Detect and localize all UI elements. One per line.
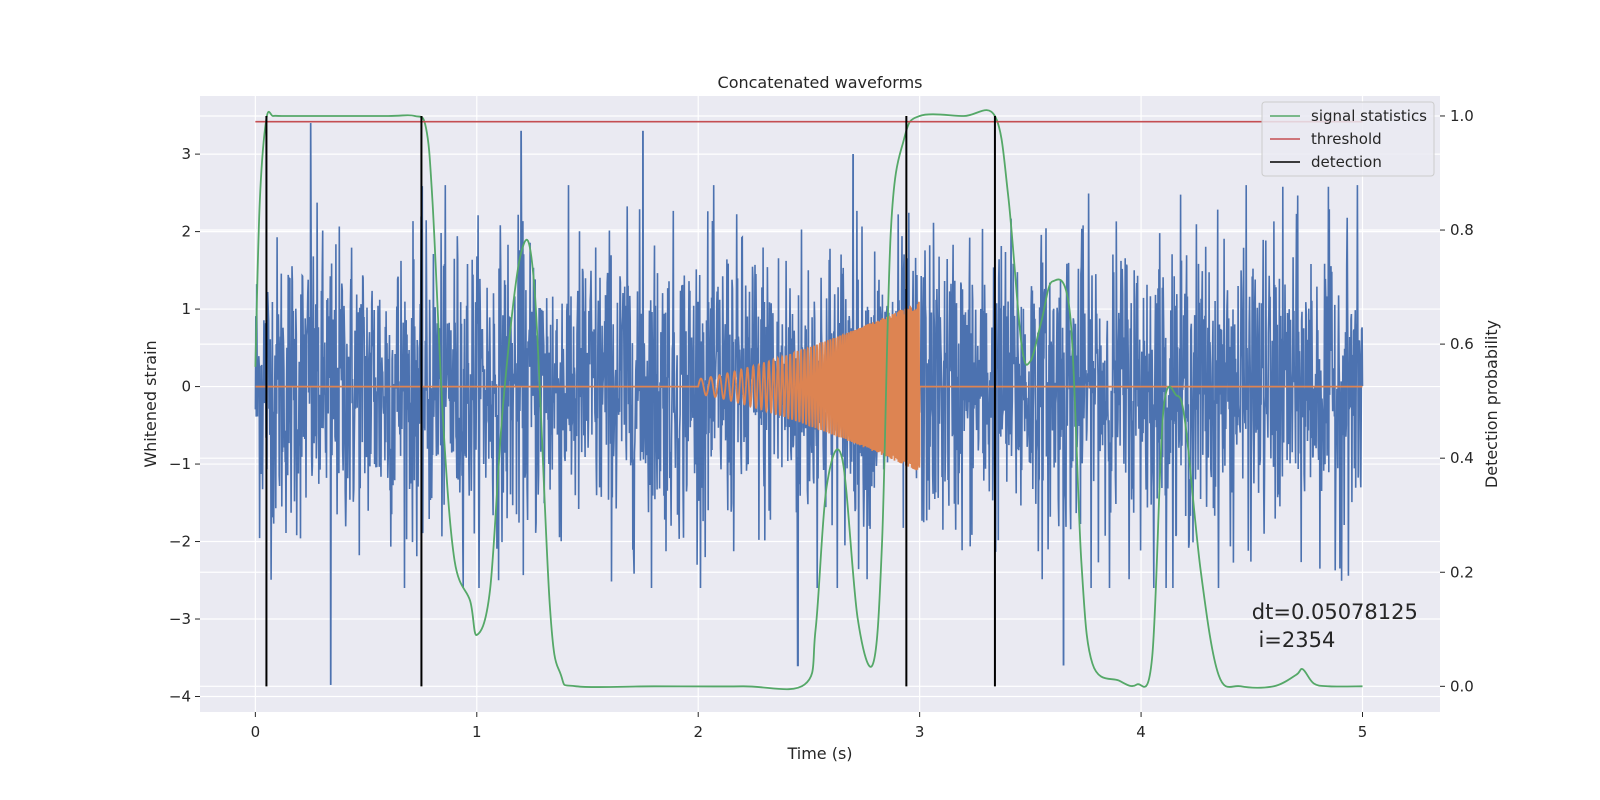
y-axis-label: Whitened strain [141, 340, 160, 467]
y-tick-label: −3 [169, 610, 191, 628]
annotation-i: i=2354 [1252, 628, 1336, 652]
y2-tick-label: 1.0 [1450, 107, 1474, 125]
x-tick-label: 3 [915, 723, 925, 741]
y-tick-label: −2 [169, 533, 191, 551]
y-tick-label: 1 [181, 300, 191, 318]
x-axis-label: Time (s) [786, 744, 852, 763]
legend-box [1261, 101, 1435, 177]
y2-tick-label: 0.4 [1450, 449, 1474, 467]
signal-statistics-line [254, 109, 1363, 691]
y2-tick-label: 0.0 [1450, 677, 1474, 695]
template-line [255, 301, 1363, 471]
ticks: 0 1 2 3 4 5 −4 −3 −2 −1 0 1 2 3 0.0 0.2 0.4 0.6 0.8 1.0 [169, 107, 1474, 741]
legend: signal statistics threshold detection [1261, 101, 1435, 177]
x-tick-label: 5 [1358, 723, 1368, 741]
legend-label-signal-statistics: signal statistics [1311, 107, 1427, 125]
annotation-dt: dt=0.05078125 [1252, 600, 1418, 624]
y-tick-label: −1 [169, 455, 191, 473]
y-tick-label: 0 [181, 378, 191, 396]
y-tick-label: 2 [181, 223, 191, 241]
y2-axis-label: Detection probability [1482, 320, 1501, 488]
signal-statistics-series [254, 109, 1363, 691]
detection-series [265, 115, 996, 687]
template-series [255, 301, 1363, 471]
y2-tick-label: 0.8 [1450, 221, 1474, 239]
x-tick-label: 2 [693, 723, 703, 741]
y-tick-label: −4 [169, 688, 191, 706]
legend-label-detection: detection [1311, 153, 1382, 171]
y2-tick-label: 0.6 [1450, 335, 1474, 353]
x-tick-label: 1 [472, 723, 482, 741]
x-tick-label: 4 [1136, 723, 1146, 741]
y2-tick-label: 0.2 [1450, 563, 1474, 581]
y-tick-label: 3 [181, 145, 191, 163]
legend-label-threshold: threshold [1311, 130, 1382, 148]
chart-title: Concatenated waveforms [718, 73, 923, 92]
x-tick-label: 0 [251, 723, 261, 741]
